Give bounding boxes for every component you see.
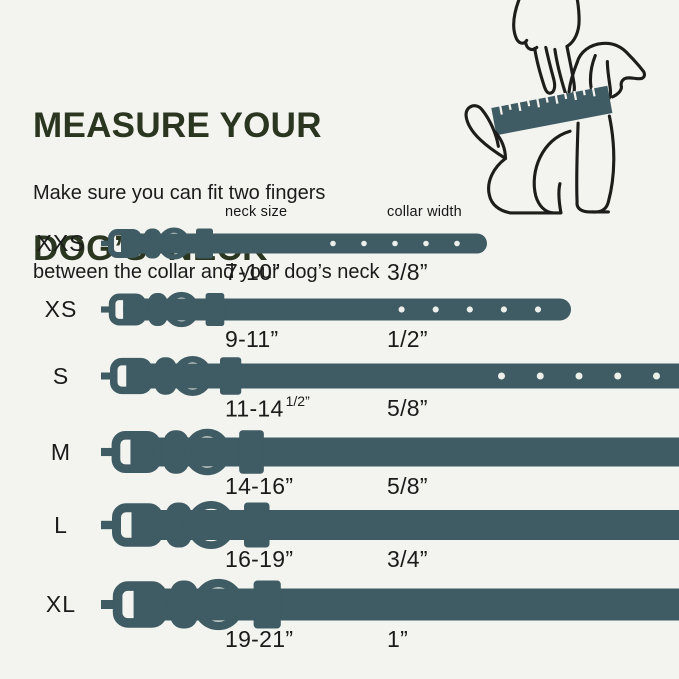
column-header-neck-size: neck size [225, 204, 288, 220]
neck-size-value: 9-11” [225, 326, 279, 352]
neck-size-value: 14-16” [225, 472, 294, 499]
collar-graphic-m [100, 425, 679, 479]
size-label-l: L [54, 512, 68, 538]
collar-graphic-l [100, 497, 679, 553]
neck-size-value: 7-10” [225, 259, 281, 285]
collar-width-value: 1/2” [387, 326, 428, 352]
dog-measuring-illustration [464, 0, 647, 215]
size-label-xl: XL [45, 591, 77, 617]
neck-size-fraction: 1/2” [285, 392, 310, 409]
column-header-collar-width: collar width [387, 204, 462, 220]
size-label-s: S [52, 363, 70, 389]
neck-size-value: 16-19” [225, 546, 294, 572]
collar-graphic-xxs [100, 225, 491, 262]
size-label-m: M [50, 439, 72, 465]
collar-width-value: 3/8” [387, 259, 428, 285]
subtitle-line2: between the collar and your dog’s neck [33, 260, 380, 283]
collar-graphic-xl [100, 575, 679, 634]
neck-size-value: 11-14 1/2” [225, 392, 310, 422]
subtitle-line1: Make sure you can fit two fingers [33, 181, 326, 204]
page-title-line1: MEASURE YOUR [33, 105, 322, 145]
dog-body-outline [464, 104, 616, 215]
ruler-icon [491, 85, 613, 136]
collar-width-value: 5/8” [387, 472, 428, 499]
collar-width-value: 1” [387, 626, 409, 652]
size-label-xs: XS [44, 296, 78, 322]
collar-width-value: 5/8” [387, 394, 428, 421]
subtitle: Make sure you can fit two fingers betwee… [33, 127, 380, 338]
neck-size-value: 19-21” [225, 626, 294, 652]
size-label-xxs: XXS [36, 230, 86, 256]
collar-width-value: 3/4” [387, 546, 428, 572]
collar-graphic-s [100, 353, 679, 399]
collar-graphic-xs [100, 289, 575, 330]
